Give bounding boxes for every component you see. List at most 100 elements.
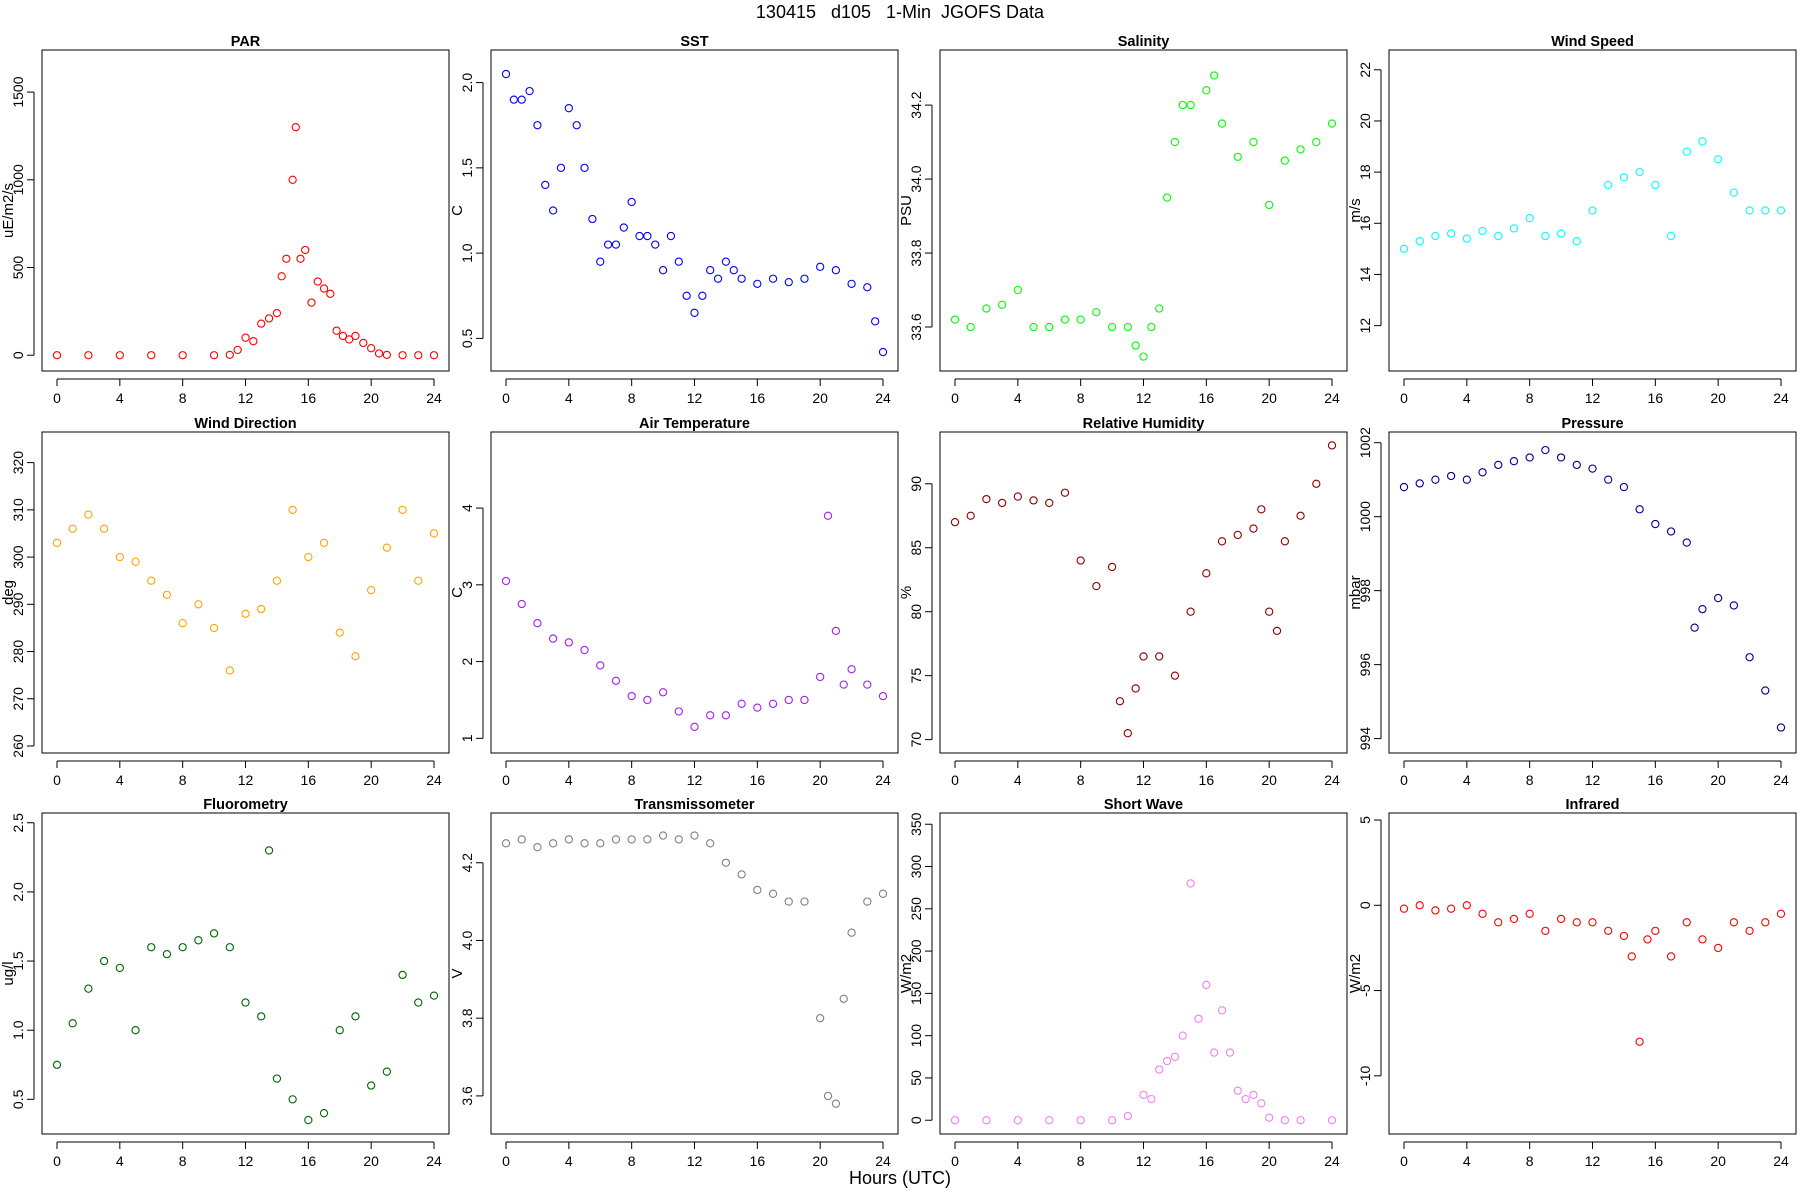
data-point: [1186, 607, 1195, 616]
x-tick-label: 8: [1526, 1153, 1534, 1169]
data-point: [517, 835, 526, 844]
plot-frame: [1388, 431, 1797, 754]
panel-title: Wind Speed: [1551, 34, 1634, 50]
data-point: [1509, 457, 1519, 466]
x-tick-label: 24: [426, 772, 442, 788]
y-tick-label: 2.5: [10, 813, 26, 833]
data-point: [1494, 918, 1503, 927]
y-tick-label: 1.0: [459, 243, 475, 263]
data-point: [257, 319, 266, 328]
data-point: [1745, 206, 1754, 215]
data-point: [1509, 914, 1519, 924]
data-point: [319, 538, 329, 548]
data-point: [249, 337, 258, 346]
y-tick-label: 3.6: [459, 1086, 475, 1106]
data-point: [277, 272, 286, 281]
data-point: [1635, 505, 1644, 514]
data-point: [1588, 464, 1597, 473]
data-point: [99, 956, 109, 966]
data-point: [367, 344, 376, 353]
panel-title: Pressure: [1561, 416, 1623, 432]
x-tick-label: 0: [502, 772, 510, 788]
data-point: [721, 257, 731, 266]
data-point: [611, 240, 621, 249]
x-tick-label: 4: [1014, 1153, 1022, 1169]
data-point: [225, 350, 234, 360]
data-point: [1494, 460, 1503, 470]
y-tick-label: 2.0: [10, 882, 26, 902]
data-point: [335, 1026, 344, 1035]
data-point: [753, 885, 762, 895]
data-point: [304, 1115, 313, 1125]
data-point: [643, 231, 652, 241]
panel-title: Transmissometer: [634, 797, 754, 813]
y-tick-label: 14: [1357, 266, 1373, 282]
x-tick-label: 8: [1526, 390, 1534, 406]
x-tick-label: 20: [812, 772, 828, 788]
data-point: [729, 266, 738, 275]
data-point: [1280, 1116, 1290, 1125]
data-point: [533, 619, 542, 628]
data-point: [414, 998, 423, 1007]
y-tick-label: 994: [1357, 727, 1373, 751]
data-point: [1525, 909, 1534, 918]
data-point: [1257, 505, 1266, 514]
data-point: [52, 351, 62, 360]
data-point: [1327, 441, 1337, 450]
data-point: [1462, 901, 1471, 910]
data-point: [1280, 537, 1290, 546]
x-tick-label: 0: [502, 390, 510, 406]
data-point: [209, 351, 219, 360]
data-point: [580, 839, 589, 848]
data-point: [1761, 686, 1770, 695]
y-tick-label: 1.5: [459, 158, 475, 178]
data-point: [1525, 453, 1534, 462]
data-point: [1178, 100, 1187, 110]
data-point: [1776, 909, 1786, 918]
data-point: [115, 963, 124, 973]
y-tick-label: 16: [1357, 215, 1373, 231]
data-point: [1139, 652, 1148, 661]
data-point: [1431, 906, 1440, 915]
data-point: [1651, 180, 1660, 190]
data-point: [1682, 147, 1691, 156]
data-point: [209, 623, 219, 633]
data-point: [1210, 1048, 1219, 1057]
y-axis-label: mbar: [1347, 575, 1364, 609]
y-tick-label: 12: [1357, 318, 1373, 334]
data-point: [1572, 237, 1581, 246]
data-point: [1210, 71, 1219, 80]
data-point: [768, 699, 778, 708]
data-point: [304, 552, 313, 562]
y-tick-label: 1.0: [10, 1020, 26, 1040]
y-axis-label: V: [449, 968, 466, 978]
data-point: [564, 835, 573, 844]
x-tick-label: 12: [238, 1153, 254, 1169]
x-tick-label: 0: [1400, 1153, 1408, 1169]
data-point: [288, 1095, 297, 1104]
x-tick-label: 8: [1077, 1153, 1085, 1169]
x-tick-label: 12: [687, 390, 703, 406]
y-tick-label: 300: [908, 855, 924, 879]
data-point: [1280, 156, 1290, 165]
data-point: [1698, 137, 1707, 146]
x-tick-label: 24: [1324, 772, 1340, 788]
x-tick-label: 24: [1324, 1153, 1340, 1169]
data-point: [1643, 935, 1652, 944]
data-point: [1249, 1090, 1258, 1100]
data-point: [374, 349, 384, 358]
data-point: [1714, 155, 1723, 164]
data-point: [1478, 909, 1487, 918]
data-point: [147, 351, 156, 360]
data-point: [1761, 918, 1770, 927]
data-point: [596, 257, 605, 266]
data-point: [1761, 206, 1770, 215]
data-point: [429, 529, 439, 538]
data-point: [326, 289, 335, 298]
data-point: [596, 661, 605, 670]
x-tick-label: 24: [1773, 772, 1789, 788]
figure-title: 130415 d105 1-Min JGOFS Data: [755, 2, 1045, 22]
x-tick-label: 12: [238, 390, 254, 406]
x-tick-label: 16: [1648, 772, 1664, 788]
